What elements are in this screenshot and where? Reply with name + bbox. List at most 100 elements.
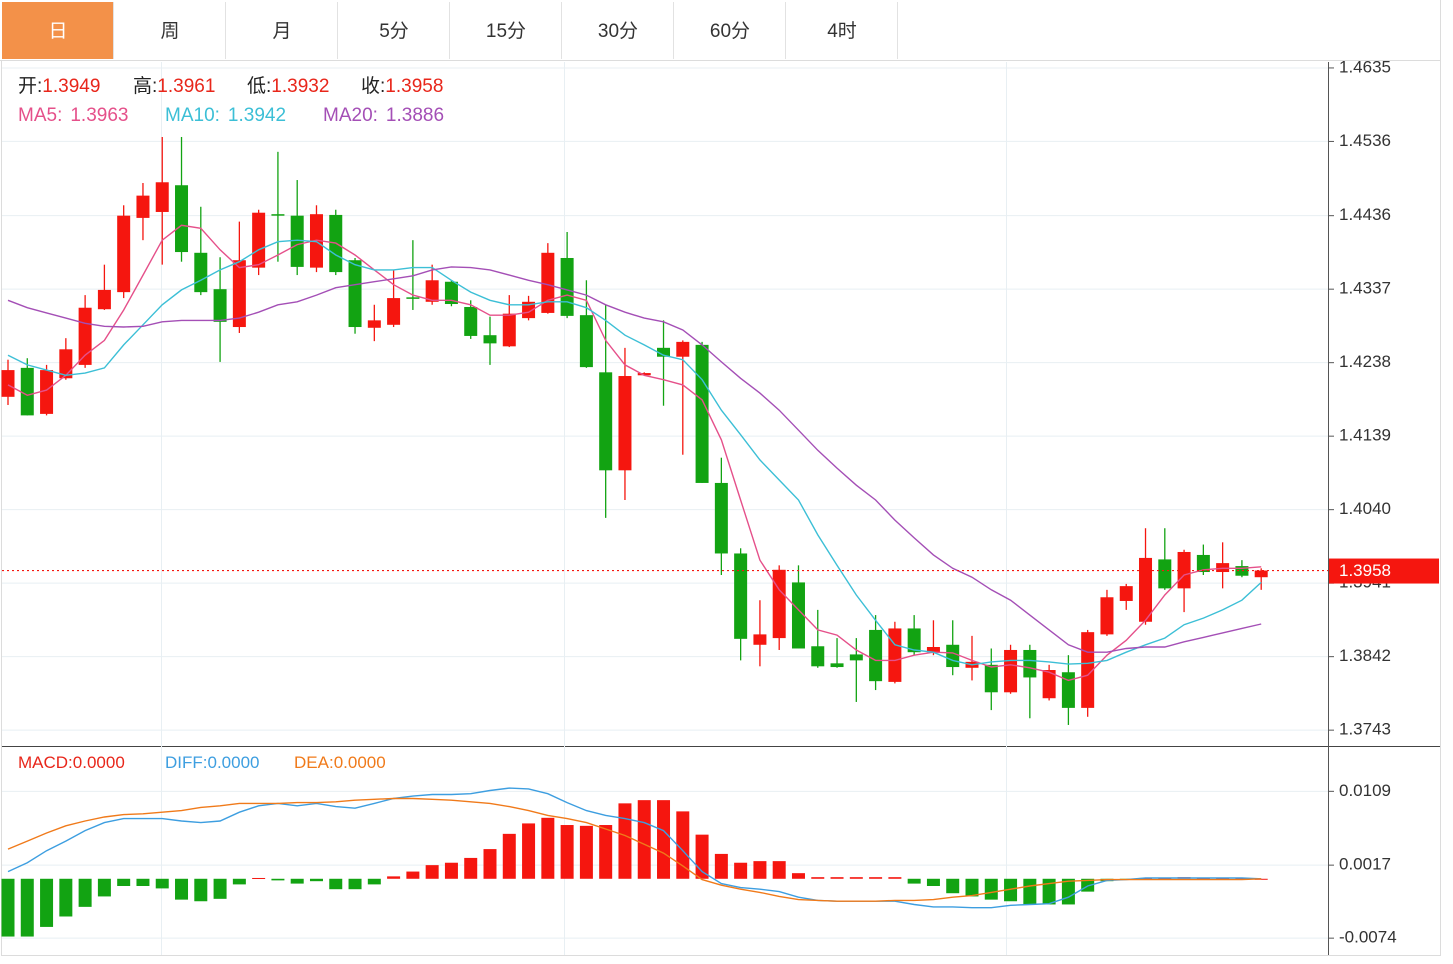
candle-body (425, 280, 439, 302)
ohlc-readout: 开:1.3949 (18, 76, 100, 97)
legend-value: 1.3963 (70, 105, 128, 126)
tab-label[interactable]: 月 (272, 21, 291, 42)
macd-bar (425, 865, 439, 879)
candle-body (791, 582, 805, 649)
tab[interactable] (114, 2, 225, 59)
macd-bar (1042, 878, 1056, 905)
tab-label[interactable]: 日 (48, 21, 67, 42)
tab[interactable] (562, 2, 673, 59)
legend-label: MA5: (18, 105, 62, 126)
candle-body (849, 654, 863, 661)
candle-body (1216, 563, 1230, 573)
macd-bar (464, 857, 478, 879)
tab[interactable] (786, 2, 897, 59)
candle-body (502, 313, 516, 347)
macd-bar (252, 877, 266, 879)
tab-label[interactable]: 周 (160, 21, 179, 42)
macd-bar (599, 825, 613, 879)
y-tick-label: 1.4040 (1339, 499, 1391, 518)
macd-bar (271, 878, 285, 881)
y-tick-label: 0.0109 (1339, 781, 1391, 800)
y-tick-label: 1.3743 (1339, 720, 1391, 739)
tab[interactable] (2, 2, 113, 59)
macd-bar (213, 878, 227, 899)
line (7, 239, 1262, 666)
candle-body (599, 372, 613, 471)
candle-body (1235, 566, 1249, 576)
candle-body (618, 376, 632, 471)
candle-body (348, 260, 362, 328)
y-tick-label: -0.0074 (1339, 928, 1397, 947)
legend-entry: MACD:0.0000 (18, 753, 125, 772)
last-price-tag (1329, 558, 1439, 584)
tab[interactable] (674, 2, 785, 59)
macd-bar (946, 878, 960, 894)
tab-label[interactable]: 5分 (379, 20, 409, 42)
y-tick-label: 1.4635 (1339, 57, 1391, 76)
macd-bar (367, 878, 381, 885)
candle-body (1100, 597, 1114, 635)
ma-readout: MA5: 1.3963 (18, 105, 128, 126)
readout-label: 开: (18, 76, 42, 97)
macd-bar (329, 878, 343, 890)
candle-body (830, 663, 844, 668)
macd-bar (1004, 878, 1018, 902)
candle-body (579, 315, 593, 368)
tab-label[interactable]: 30分 (598, 20, 638, 42)
candle-body (811, 646, 825, 667)
macd-bar (232, 878, 246, 885)
legend-label: MA10: (165, 105, 220, 126)
candle-body (541, 252, 555, 313)
tab-label[interactable]: 15分 (486, 20, 526, 42)
macd-bar (657, 800, 671, 879)
candle-body (136, 195, 150, 218)
candle-body (387, 298, 401, 325)
legend-value: 1.3942 (228, 105, 286, 126)
candle-body (1042, 670, 1056, 699)
macd-bar (984, 878, 998, 900)
line (7, 224, 1262, 682)
legend-label: MA20: (323, 105, 378, 126)
ohlc-readout: 收:1.3958 (361, 75, 443, 97)
macd-bar (40, 878, 54, 927)
macd-bar (406, 871, 420, 879)
readout-value: 1.3958 (385, 76, 443, 97)
candle-body (869, 629, 883, 682)
candle-body (1, 370, 15, 397)
macd-bar (387, 876, 401, 879)
macd-bar (97, 878, 111, 897)
macd-bar (59, 878, 73, 917)
line (7, 787, 1262, 909)
tab[interactable] (450, 2, 561, 59)
candle-body (637, 373, 651, 376)
y-tick-label: 1.4139 (1339, 426, 1391, 445)
readout-value: 1.3961 (157, 76, 215, 97)
candle-body (483, 335, 497, 344)
tab-label[interactable]: 60分 (710, 20, 750, 42)
tab-label[interactable]: 4时 (827, 20, 857, 42)
macd-bar (78, 878, 92, 907)
candle-body (984, 664, 998, 693)
legend-value: 1.3886 (386, 105, 444, 126)
ma-readout: MA20: 1.3886 (323, 105, 444, 126)
tab[interactable] (338, 2, 449, 59)
macd-bar (849, 877, 863, 879)
macd-bar (753, 861, 767, 879)
legend-value: 0.0000 (73, 753, 125, 772)
macd-bar (907, 878, 921, 884)
macd-bar (772, 861, 786, 879)
tab[interactable] (226, 2, 337, 59)
macd-bar (869, 877, 883, 879)
candle-body (1023, 649, 1037, 678)
readout-value: 1.3932 (271, 76, 329, 97)
macd-bar (618, 803, 632, 879)
y-tick-label: 1.4337 (1339, 279, 1391, 298)
readout-label: 高: (133, 75, 157, 97)
macd-bar (1023, 878, 1037, 905)
readout-label: 收: (361, 75, 385, 97)
macd-bar (20, 878, 34, 937)
y-tick-label: 1.4238 (1339, 352, 1391, 371)
macd-bar (522, 823, 536, 879)
macd-bar (676, 811, 690, 879)
